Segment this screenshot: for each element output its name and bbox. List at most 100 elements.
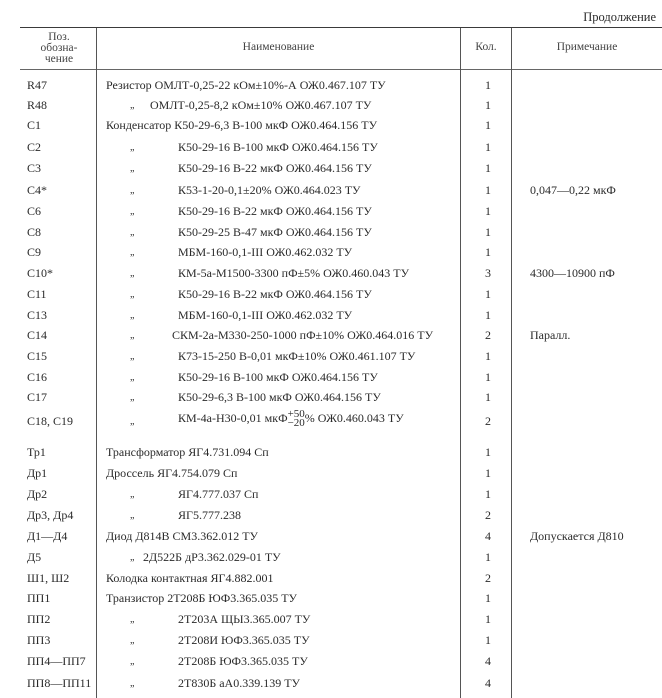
item-name: К73-15-250 В-0,01 мкФ±10% ОЖ0.461.107 ТУ [178,349,416,363]
position-designation: C2 [27,140,42,154]
position-designation: R47 [27,78,48,92]
position-designation: C14 [27,328,48,342]
item-name: К50-29-16 В-100 мкФ ОЖ0.464.156 ТУ [178,140,378,154]
position-designation: C13 [27,308,48,322]
table-row: Тр1 Трансформатор ЯГ4.731.094 Сп 1 [0,445,662,465]
item-name: К50-29-16 В-22 мкФ ОЖ0.464.156 ТУ [178,161,372,175]
ditto-mark: „ [130,247,135,258]
quantity: 2 [485,328,491,342]
position-designation: C11 [27,287,47,301]
table-row: C11 „ К50-29-16 В-22 мкФ ОЖ0.464.156 ТУ 1 [0,287,662,307]
ditto-mark: „ [130,289,135,300]
header-note: Примечание [556,41,618,53]
item-name: МБМ-160-0,1-III ОЖ0.462.032 ТУ [178,308,353,322]
quantity: 3 [485,266,491,280]
quantity: 1 [485,287,491,301]
quantity: 1 [485,550,491,564]
quantity: 1 [485,98,491,112]
quantity: 1 [485,204,491,218]
position-designation: ПП2 [27,612,51,626]
item-name: К50-29-16 В-22 мкФ ОЖ0.464.156 ТУ [178,287,372,301]
table-row: ПП2 „ 2Т203А ЩЫ3.365.007 ТУ 1 [0,612,662,632]
item-name: К50-29-6,3 В-100 мкФ ОЖ0.464.156 ТУ [178,390,381,404]
item-name: Колодка контактная ЯГ4.882.001 [106,571,274,585]
position-designation: C16 [27,370,48,384]
table-top-rule [20,27,662,28]
quantity: 1 [485,161,491,175]
table-row: Ш1, Ш2 Колодка контактная ЯГ4.882.001 2 [0,571,662,591]
position-designation: ПП4—ПП7 [27,654,86,668]
quantity: 1 [485,370,491,384]
position-designation: C3 [27,161,42,175]
position-designation: Др3, Др4 [27,508,74,522]
column-divider [460,28,461,698]
table-row: Др2 „ ЯГ4.777.037 Сп 1 [0,487,662,507]
item-name: 2Т208И ЮФ3.365.035 ТУ [178,633,310,647]
item-name: 2Т208Б ЮФ3.365.035 ТУ [178,654,308,668]
quantity: 1 [485,308,491,322]
table-row: C18, C19 „ КМ-4а-Н30-0,01 мкФ +50 −20% ОЖ0.4… [0,409,662,434]
ditto-mark: „ [130,678,135,689]
position-designation: C15 [27,349,48,363]
item-name: ЯГ5.777.238 [178,508,241,522]
table-row: C10* „ КМ-5а-М1500-3300 пФ±5% ОЖ0.460.043 … [0,266,662,286]
position-designation: Др1 [27,466,48,480]
ditto-mark: „ [130,142,135,153]
quantity: 1 [485,78,491,92]
table-row: ПП1 Транзистор 2Т208Б ЮФ3.365.035 ТУ 1 [0,591,662,611]
table-row: C2 „ К50-29-16 В-100 мкФ ОЖ0.464.156 ТУ 1 [0,140,662,160]
item-name: МБМ-160-0,1-III ОЖ0.462.032 ТУ [178,245,353,259]
note: Паралл. [530,328,571,342]
ditto-mark: „ [130,185,135,196]
item-name: Диод Д814В СМ3.362.012 ТУ [106,529,259,543]
note: 4300—10900 пФ [530,266,615,280]
table-row: C6 „ К50-29-16 В-22 мкФ ОЖ0.464.156 ТУ 1 [0,204,662,224]
note: Допускается Д810 [530,529,624,543]
ditto-mark: „ [130,351,135,362]
position-designation: C18, C19 [27,414,74,428]
quantity: 4 [485,676,491,690]
quantity: 1 [485,349,491,363]
table-row: ПП8—ПП11 „ 2Т830Б аА0.339.139 ТУ 4 [0,676,662,696]
item-name: КМ-4а-Н30-0,01 мкФ +50 −20% ОЖ0.460.043 ТУ [178,408,404,429]
table-row: R47 Резистор ОМЛТ-0,25-22 кОм±10%-А ОЖ0.4… [0,78,662,98]
table-row: C4* „ К53-1-20-0,1±20% ОЖ0.464.023 ТУ 1 0,04… [0,183,662,203]
item-name: Конденсатор К50-29-6,3 В-100 мкФ ОЖ0.464… [106,118,378,132]
item-name: 2Т203А ЩЫ3.365.007 ТУ [178,612,311,626]
table-row: Др3, Др4 „ ЯГ5.777.238 2 [0,508,662,528]
position-designation: Др2 [27,487,48,501]
item-name: К50-29-25 В-47 мкФ ОЖ0.464.156 ТУ [178,225,372,239]
quantity: 4 [485,654,491,668]
item-name: СКМ-2а-М330-250-1000 пФ±10% ОЖ0.464.016 … [172,328,434,342]
quantity: 1 [485,466,491,480]
position-designation: Д1—Д4 [27,529,68,543]
quantity: 1 [485,140,491,154]
position-designation: C8 [27,225,42,239]
quantity: 1 [485,445,491,459]
position-designation: ПП1 [27,591,51,605]
table-row: C9 „ МБМ-160-0,1-III ОЖ0.462.032 ТУ 1 [0,245,662,265]
header-qty: Кол. [475,41,497,53]
ditto-mark: „ [130,310,135,321]
position-designation: C4* [27,183,48,197]
position-designation: C10* [27,266,54,280]
note: 0,047—0,22 мкФ [530,183,616,197]
table-row: C15 „ К73-15-250 В-0,01 мкФ±10% ОЖ0.461.10… [0,349,662,369]
ditto-mark: „ [130,392,135,403]
table-row: Др1 Дроссель ЯГ4.754.079 Сп 1 [0,466,662,486]
quantity: 1 [485,118,491,132]
table-row: C14 „ СКМ-2а-М330-250-1000 пФ±10% ОЖ0.464.… [0,328,662,348]
quantity: 1 [485,633,491,647]
position-designation: C6 [27,204,42,218]
ditto-mark: „ [130,206,135,217]
header-position-line: обозна- [40,42,78,54]
quantity: 1 [485,245,491,259]
position-designation: ПП8—ПП11 [27,676,92,690]
table-row: ПП4—ПП7 „ 2Т208Б ЮФ3.365.035 ТУ 4 [0,654,662,674]
tolerance-upper: +50 [287,408,305,420]
position-designation: Ш1, Ш2 [27,571,70,585]
ditto-mark: „ [130,372,135,383]
ditto-mark: „ [130,227,135,238]
quantity: 1 [485,390,491,404]
ditto-mark: „ [130,416,135,427]
